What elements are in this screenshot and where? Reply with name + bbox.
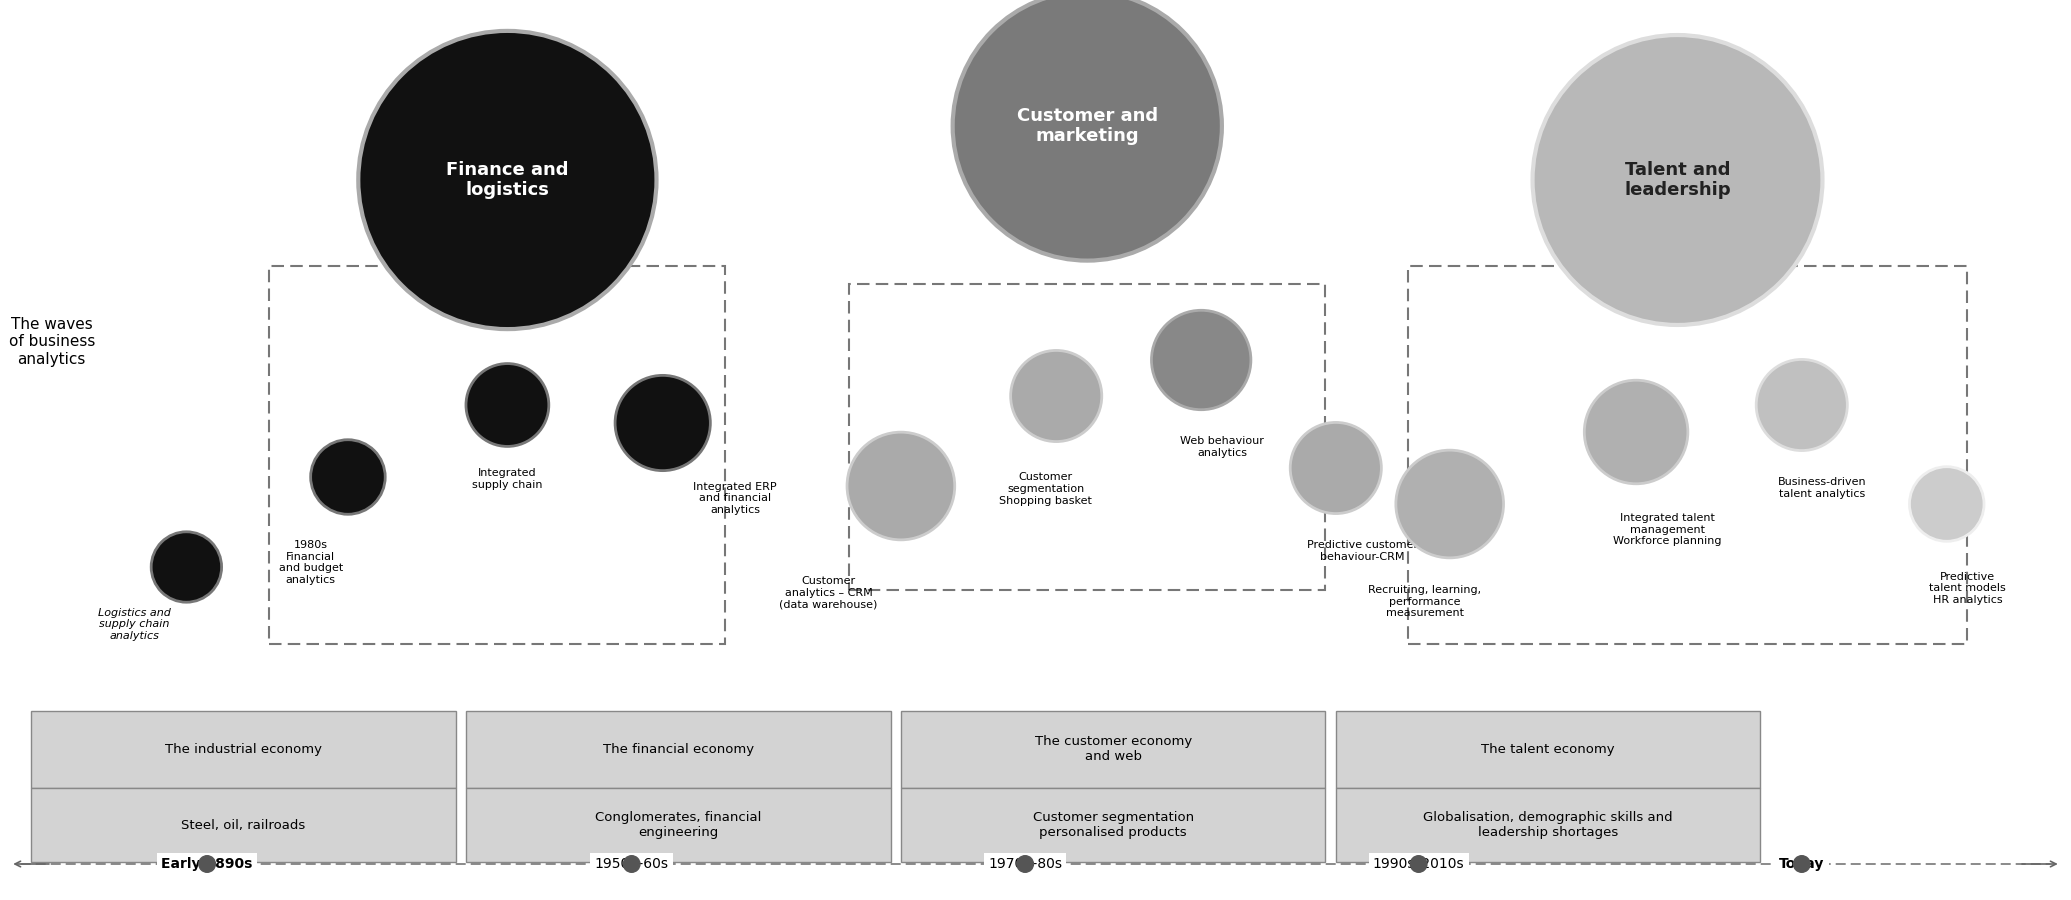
Text: Customer and
marketing: Customer and marketing bbox=[1017, 106, 1158, 146]
FancyBboxPatch shape bbox=[1336, 711, 1760, 788]
Ellipse shape bbox=[1793, 856, 1810, 872]
Text: Integrated ERP
and financial
analytics: Integrated ERP and financial analytics bbox=[694, 482, 777, 515]
Text: Logistics and
supply chain
analytics: Logistics and supply chain analytics bbox=[97, 608, 172, 641]
Text: 1980s
Financial
and budget
analytics: 1980s Financial and budget analytics bbox=[278, 540, 344, 585]
Ellipse shape bbox=[199, 856, 215, 872]
Text: The waves
of business
analytics: The waves of business analytics bbox=[8, 317, 95, 367]
Text: Steel, oil, railroads: Steel, oil, railroads bbox=[182, 819, 304, 832]
Text: Finance and
logistics: Finance and logistics bbox=[445, 160, 570, 200]
Text: Business-driven
talent analytics: Business-driven talent analytics bbox=[1779, 477, 1866, 499]
Text: Customer
segmentation
Shopping basket: Customer segmentation Shopping basket bbox=[1000, 472, 1091, 506]
FancyBboxPatch shape bbox=[901, 711, 1325, 788]
FancyBboxPatch shape bbox=[31, 788, 456, 862]
Text: The financial economy: The financial economy bbox=[603, 742, 754, 756]
Ellipse shape bbox=[1584, 380, 1688, 484]
Ellipse shape bbox=[151, 532, 222, 602]
Text: Web behaviour
analytics: Web behaviour analytics bbox=[1180, 436, 1263, 458]
Ellipse shape bbox=[953, 0, 1222, 261]
Text: The talent economy: The talent economy bbox=[1481, 742, 1615, 756]
Text: Today: Today bbox=[1779, 857, 1825, 871]
Ellipse shape bbox=[1410, 856, 1427, 872]
Ellipse shape bbox=[1533, 35, 1822, 325]
Ellipse shape bbox=[1290, 422, 1381, 514]
Text: Conglomerates, financial
engineering: Conglomerates, financial engineering bbox=[594, 811, 762, 840]
Ellipse shape bbox=[1011, 350, 1102, 442]
Ellipse shape bbox=[615, 375, 710, 471]
Text: 1990s–2010s: 1990s–2010s bbox=[1373, 857, 1464, 871]
Ellipse shape bbox=[1396, 450, 1504, 558]
FancyBboxPatch shape bbox=[31, 711, 456, 788]
Text: Integrated talent
management
Workforce planning: Integrated talent management Workforce p… bbox=[1613, 513, 1721, 546]
Ellipse shape bbox=[847, 432, 955, 540]
FancyBboxPatch shape bbox=[1336, 788, 1760, 862]
Text: Integrated
supply chain: Integrated supply chain bbox=[472, 468, 543, 490]
Text: Talent and
leadership: Talent and leadership bbox=[1624, 160, 1731, 200]
Ellipse shape bbox=[1756, 359, 1847, 451]
Text: Recruiting, learning,
performance
measurement: Recruiting, learning, performance measur… bbox=[1369, 585, 1481, 618]
Ellipse shape bbox=[1909, 467, 1984, 541]
Text: The customer economy
and web: The customer economy and web bbox=[1036, 735, 1191, 763]
Text: Customer
analytics – CRM
(data warehouse): Customer analytics – CRM (data warehouse… bbox=[779, 576, 878, 609]
FancyBboxPatch shape bbox=[466, 711, 891, 788]
Text: The industrial economy: The industrial economy bbox=[166, 742, 321, 756]
Text: Early 1890s: Early 1890s bbox=[162, 857, 253, 871]
Text: 1950s–60s: 1950s–60s bbox=[594, 857, 669, 871]
Text: 1970s–80s: 1970s–80s bbox=[988, 857, 1062, 871]
Text: Customer segmentation
personalised products: Customer segmentation personalised produ… bbox=[1033, 811, 1193, 840]
FancyBboxPatch shape bbox=[466, 788, 891, 862]
Text: Globalisation, demographic skills and
leadership shortages: Globalisation, demographic skills and le… bbox=[1423, 811, 1673, 840]
Text: Predictive customer
behaviour-CRM: Predictive customer behaviour-CRM bbox=[1307, 540, 1419, 562]
Ellipse shape bbox=[623, 856, 640, 872]
Ellipse shape bbox=[1151, 310, 1251, 410]
Ellipse shape bbox=[358, 31, 657, 329]
FancyBboxPatch shape bbox=[901, 788, 1325, 862]
Ellipse shape bbox=[1017, 856, 1033, 872]
Ellipse shape bbox=[466, 364, 549, 446]
Text: Predictive
talent models
HR analytics: Predictive talent models HR analytics bbox=[1928, 572, 2007, 605]
Ellipse shape bbox=[311, 440, 385, 514]
